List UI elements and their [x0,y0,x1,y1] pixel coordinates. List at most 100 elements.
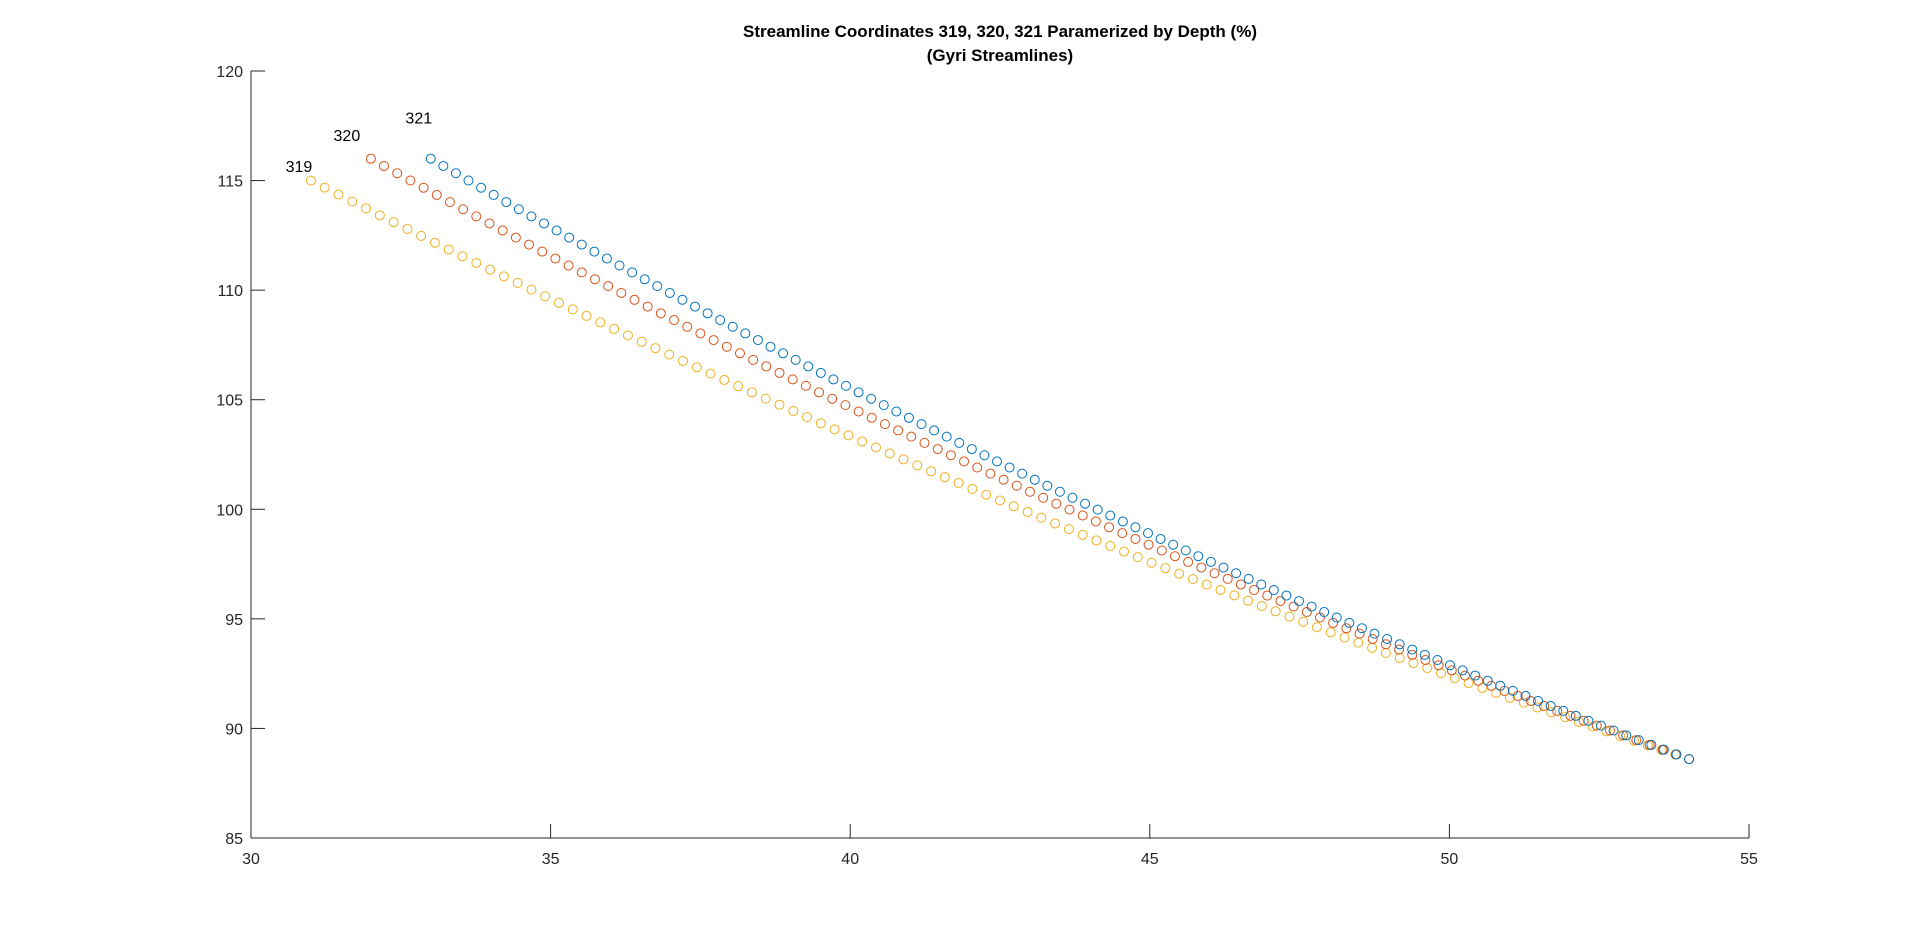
data-point [1105,541,1116,552]
data-point [405,175,416,186]
plot-marks: 319 320 321 [286,111,1695,765]
data-point [1573,716,1584,727]
data-point [853,387,864,398]
data-point [1331,612,1342,623]
data-point [361,203,372,214]
data-point [1268,585,1279,596]
y-tick-label: 95 [225,612,243,629]
data-point [601,253,612,264]
data-point [1311,622,1322,633]
data-point [1051,498,1062,509]
data-point [827,393,838,404]
data-point [1196,562,1207,573]
data-point [1306,601,1317,612]
data-point [1117,516,1128,527]
data-point [1130,533,1141,544]
data-point [512,277,523,288]
data-point [734,348,745,359]
data-point [1339,632,1350,643]
data-point [891,406,902,417]
data-point [800,380,811,391]
data-point [463,175,474,186]
data-point [589,246,600,257]
data-point [1407,644,1418,655]
data-point [1042,480,1053,491]
data-point [1591,720,1602,731]
data-point [652,281,663,292]
data-point [919,437,930,448]
y-tick-label: 110 [217,283,243,300]
data-point [954,437,965,448]
data-point [1249,585,1260,596]
data-point [1215,584,1226,595]
data-point [1533,695,1544,706]
data-point [1201,579,1212,590]
data-point [1036,512,1047,523]
data-point [1353,637,1364,648]
data-point [1380,639,1391,650]
data-point [1341,623,1352,634]
data-point [1270,606,1281,617]
series-label-320: 320 [334,128,361,145]
data-point [1608,725,1619,736]
data-point [708,335,719,346]
data-point [746,387,757,398]
data-point [576,239,587,250]
data-point [945,450,956,461]
data-point [998,474,1009,485]
data-point [392,168,403,179]
data-point [1618,730,1629,741]
data-point [639,274,650,285]
data-point [642,301,653,312]
data-point [1394,639,1405,650]
y-tick-label: 90 [225,721,243,738]
data-point [1063,524,1074,535]
data-point [564,232,575,243]
data-point [992,456,1003,467]
data-point [485,264,496,275]
data-point [972,462,983,473]
data-point [1328,617,1339,628]
data-point [1187,574,1198,585]
data-point [374,210,385,221]
data-point [1565,710,1576,721]
data-point [748,354,759,365]
y-tick-label: 100 [216,502,243,519]
data-point [1583,715,1594,726]
data-point [1262,590,1273,601]
data-point [425,153,436,164]
data-point [1518,697,1529,708]
data-point [1160,563,1171,574]
chart-title: Streamline Coordinates 319, 320, 321 Par… [743,22,1257,41]
data-point [1156,545,1167,556]
data-point [457,251,468,262]
data-point [513,204,524,215]
data-point [815,367,826,378]
data-point [1407,649,1418,660]
data-point [1298,616,1309,627]
data-point [553,297,564,308]
data-point [995,495,1005,506]
data-point [458,204,469,215]
data-point [551,225,562,236]
data-point [471,257,482,268]
data-point [1011,480,1022,491]
data-point [1180,545,1191,556]
data-point [691,362,702,373]
data-point [1367,633,1378,644]
data-point [966,444,977,455]
data-point [476,182,487,193]
data-point [524,239,535,250]
data-point [627,267,638,278]
data-point [787,374,798,385]
data-point [1256,579,1267,590]
data-point [347,196,358,207]
data-point [1017,468,1028,479]
axes: 30 35 40 45 50 55 85 90 95 100 105 110 115 120 [216,64,1758,868]
x-tick-label: 40 [841,851,859,868]
data-point [1552,705,1563,716]
data-point [431,189,442,200]
data-point [1294,596,1305,607]
data-point [1231,568,1242,579]
